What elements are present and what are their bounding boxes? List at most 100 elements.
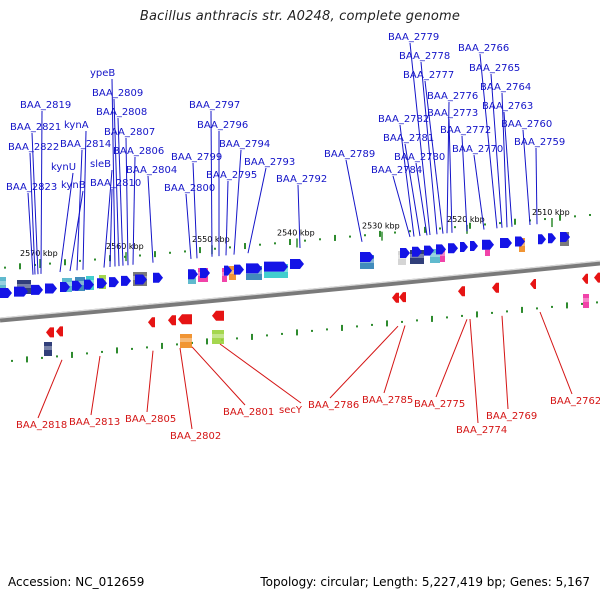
scale-label: 2550 kbp [192, 235, 230, 244]
scale-tick [431, 315, 433, 322]
gene-leader-line [448, 118, 453, 233]
scale-tick [446, 316, 448, 319]
scale-tick [86, 352, 88, 355]
reverse-gene-arrow [212, 310, 224, 321]
annotation-block-shade [17, 284, 31, 288]
gene-leader-line [473, 154, 485, 230]
reverse-gene-arrow [148, 317, 155, 328]
scale-label: 2530 kbp [362, 222, 400, 231]
forward-gene-arrow [246, 263, 262, 274]
scale-tick [544, 218, 546, 221]
scale-tick [274, 242, 276, 245]
gene-leader-line [399, 124, 415, 237]
gene-leader-line [146, 350, 154, 413]
gene-leader-line [82, 130, 87, 270]
forward-gene-arrow [424, 245, 434, 256]
gene-label-forward: BAA_2819 [20, 100, 71, 111]
gene-leader-line [27, 192, 34, 275]
scale-label: 2540 kbp [277, 228, 315, 237]
reverse-gene-arrow [399, 292, 406, 303]
scale-tick [319, 238, 321, 241]
forward-gene-arrow [121, 275, 131, 286]
scale-tick [596, 301, 598, 304]
gene-label-forward: BAA_2766 [458, 43, 509, 54]
scale-tick [236, 337, 238, 340]
annotation-block-shade [229, 270, 236, 274]
scale-tick [491, 311, 493, 314]
forward-gene-arrow [482, 239, 494, 250]
forward-gene-arrow [200, 268, 210, 278]
gene-leader-line [415, 162, 428, 236]
gene-leader-line [539, 311, 573, 395]
forward-gene-arrow [72, 280, 82, 291]
reverse-gene-arrow [458, 286, 465, 297]
annotation-block-shade [44, 346, 52, 350]
gene-label-forward: BAA_2782 [378, 114, 429, 125]
gene-label-reverse: BAA_2774 [456, 425, 507, 436]
annotation-block [180, 334, 192, 348]
genome-backbone [0, 260, 600, 323]
gene-label-forward: kynB [61, 180, 86, 191]
scale-tick [184, 250, 186, 253]
scale-tick [244, 243, 246, 250]
scale-tick [206, 338, 208, 345]
scale-tick [259, 243, 261, 246]
scale-tick [506, 310, 508, 313]
scale-tick [469, 222, 471, 229]
annotation-block [440, 248, 445, 262]
forward-gene-arrow [360, 252, 374, 262]
gene-label-forward: BAA_2808 [96, 107, 147, 118]
gene-leader-line [461, 135, 468, 232]
gene-label-forward: BAA_2796 [197, 120, 248, 131]
scale-tick [176, 343, 178, 346]
annotation-block-shade [440, 252, 445, 256]
gene-label-reverse: BAA_2769 [486, 411, 537, 422]
gene-leader-line [469, 318, 479, 424]
gene-label-reverse: BAA_2762 [550, 396, 600, 407]
scale-label: 2510 kbp [532, 208, 570, 217]
scale-tick [49, 262, 51, 265]
gene-leader-line [522, 129, 531, 226]
scale-tick [356, 325, 358, 328]
forward-gene-arrow [436, 244, 446, 255]
gene-leader-line [409, 42, 431, 236]
forward-gene-arrow [412, 246, 422, 257]
gene-leader-line [479, 53, 498, 229]
gene-leader-line [37, 359, 63, 419]
annotation-block-shade [583, 298, 589, 302]
forward-gene-arrow [400, 248, 410, 258]
scale-tick [521, 306, 523, 313]
gene-leader-line [329, 325, 399, 399]
forward-gene-arrow [515, 236, 525, 247]
gene-leader-line [233, 149, 242, 255]
gene-leader-line [424, 80, 444, 234]
scale-tick [281, 332, 283, 335]
scale-tick [139, 254, 141, 257]
scale-tick [364, 234, 366, 237]
gene-leader-line [125, 137, 129, 266]
gene-label-forward: ypeB [90, 68, 115, 79]
forward-gene-arrow [188, 269, 198, 280]
scale-tick [581, 302, 583, 305]
scale-tick [124, 255, 126, 258]
reverse-gene-arrow [582, 273, 588, 284]
gene-leader-line [132, 156, 136, 265]
gene-leader-line [179, 347, 193, 430]
annotation-block [0, 277, 6, 291]
gene-label-forward: BAA_2792 [276, 174, 327, 185]
gene-label-forward: BAA_2800 [164, 183, 215, 194]
gene-label-forward: BAA_2793 [244, 157, 295, 168]
gene-leader-line [383, 325, 406, 394]
scale-tick [536, 307, 538, 310]
scale-tick [79, 259, 81, 262]
gene-leader-line [210, 110, 213, 257]
scale-tick [454, 226, 456, 229]
forward-gene-arrow [109, 277, 119, 288]
gene-label-reverse: secY [279, 405, 303, 416]
gene-label-forward: BAA_2794 [219, 139, 270, 150]
gene-label-forward: BAA_2809 [92, 88, 143, 99]
scale-tick [11, 359, 13, 362]
forward-gene-arrow [84, 279, 94, 290]
annotation-block-shade [75, 281, 85, 285]
gene-label-reverse: BAA_2813 [69, 417, 120, 428]
